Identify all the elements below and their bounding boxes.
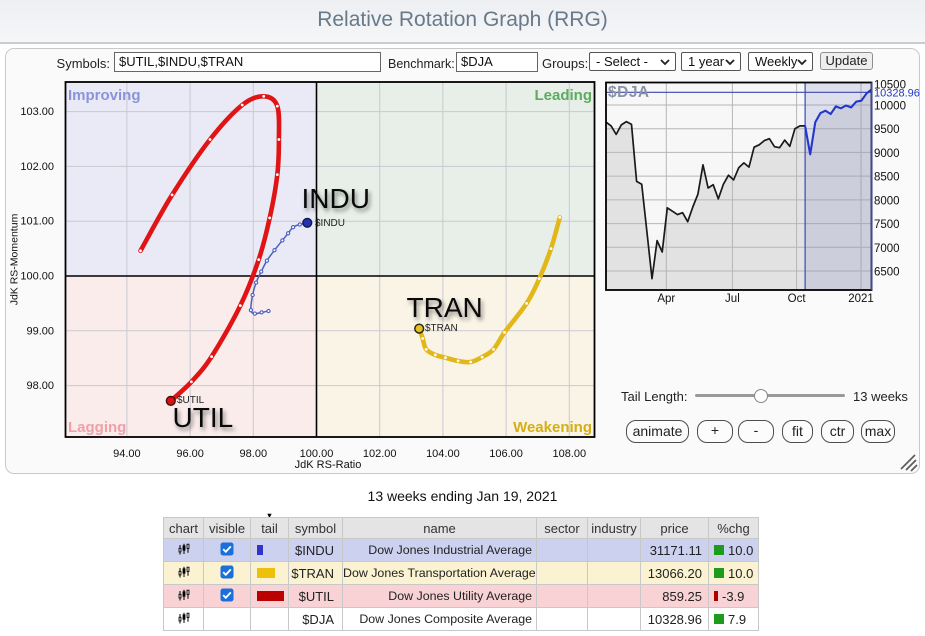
svg-text:99.00: 99.00 [26, 325, 54, 337]
svg-text:Apr: Apr [657, 293, 675, 305]
svg-text:Jul: Jul [725, 293, 740, 305]
svg-text:7500: 7500 [874, 219, 900, 231]
svg-text:100.00: 100.00 [300, 448, 334, 460]
svg-text:94.00: 94.00 [113, 448, 141, 460]
svg-text:2021: 2021 [848, 293, 874, 305]
svg-text:96.00: 96.00 [176, 448, 204, 460]
svg-text:6500: 6500 [874, 267, 900, 279]
svg-text:Oct: Oct [788, 293, 807, 305]
svg-text:8000: 8000 [874, 195, 900, 207]
svg-text:Leading: Leading [534, 87, 592, 104]
svg-text:108.00: 108.00 [552, 448, 586, 460]
svg-text:98.00: 98.00 [240, 448, 268, 460]
svg-text:10328.96: 10328.96 [874, 88, 920, 100]
svg-text:10500: 10500 [874, 80, 906, 92]
svg-text:104.00: 104.00 [426, 448, 460, 460]
svg-text:106.00: 106.00 [489, 448, 523, 460]
svg-text:9000: 9000 [874, 148, 900, 160]
svg-text:98.00: 98.00 [26, 380, 54, 392]
svg-text:JdK RS-Momentum: JdK RS-Momentum [9, 213, 21, 305]
svg-text:101.00: 101.00 [20, 216, 54, 228]
svg-text:100.00: 100.00 [20, 271, 54, 283]
svg-text:10000: 10000 [874, 101, 906, 113]
svg-text:102.00: 102.00 [363, 448, 397, 460]
svg-text:8500: 8500 [874, 172, 900, 184]
svg-text:Weakening: Weakening [513, 419, 592, 436]
svg-text:$DJA: $DJA [608, 84, 650, 101]
svg-text:7000: 7000 [874, 243, 900, 255]
svg-text:103.00: 103.00 [20, 106, 54, 118]
svg-text:9500: 9500 [874, 124, 900, 136]
svg-text:JdK RS-Ratio: JdK RS-Ratio [295, 459, 362, 471]
svg-text:Improving: Improving [68, 87, 141, 104]
svg-text:102.00: 102.00 [20, 161, 54, 173]
svg-text:Lagging: Lagging [68, 419, 126, 436]
